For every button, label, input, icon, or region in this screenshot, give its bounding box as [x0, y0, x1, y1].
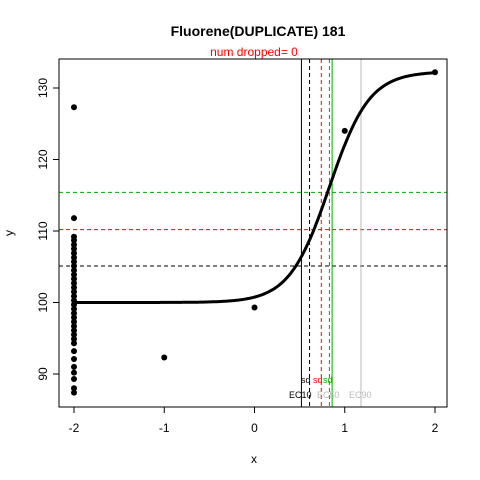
- data-point-28: [71, 348, 77, 355]
- chart-subtitle: num dropped= 0: [210, 45, 298, 59]
- data-point-4: [71, 241, 77, 248]
- data-point-0: [71, 104, 77, 111]
- data-point-16: [71, 293, 77, 300]
- data-point-26: [71, 335, 77, 342]
- x-tick-label-0: -2: [69, 421, 80, 435]
- vline-label-0: sd: [301, 375, 311, 385]
- data-point-19: [71, 305, 77, 312]
- x-tick-label-4: 2: [432, 421, 439, 435]
- data-point-38: [432, 69, 438, 76]
- chart-title: Fluorene(DUPLICATE) 181: [171, 23, 346, 39]
- axes: -2 -1 0 1 2 90 100 110 120 130: [36, 78, 439, 435]
- y-tick-label-1: 100: [36, 292, 50, 312]
- data-point-1: [71, 215, 77, 222]
- y-tick-label-2: 110: [36, 221, 50, 240]
- vline-label-2: sd: [323, 375, 333, 385]
- data-point-17: [71, 297, 77, 304]
- data-point-20: [71, 310, 77, 317]
- data-point-23: [71, 323, 77, 330]
- data-point-18: [71, 301, 77, 308]
- vline-label-4: EC50: [317, 390, 340, 400]
- data-point-34: [71, 389, 77, 396]
- data-point-10: [71, 267, 77, 274]
- data-point-33: [71, 385, 77, 392]
- fit-curve-layer: [74, 71, 436, 304]
- data-point-29: [71, 355, 77, 362]
- data-points: [71, 69, 438, 396]
- y-tick-label-3: 120: [36, 149, 50, 169]
- y-tick-label-0: 90: [36, 367, 50, 381]
- data-point-5: [71, 245, 77, 252]
- x-tick-label-3: 1: [341, 421, 348, 435]
- data-point-24: [71, 327, 77, 334]
- vline-label-1: sd: [313, 375, 323, 385]
- data-point-30: [71, 363, 77, 370]
- vline-label-5: EC90: [349, 390, 372, 400]
- data-point-8: [71, 258, 77, 265]
- x-tick-label-1: -1: [159, 421, 170, 435]
- vline-label-3: EC10: [289, 390, 312, 400]
- x-axis-label: x: [251, 452, 257, 466]
- data-point-27: [71, 340, 77, 347]
- data-point-36: [251, 304, 258, 311]
- data-point-37: [341, 127, 348, 134]
- fit-curve: [74, 71, 436, 304]
- x-tick-label-2: 0: [251, 421, 258, 435]
- data-point-3: [71, 237, 77, 244]
- data-point-9: [71, 263, 77, 270]
- data-point-12: [71, 275, 77, 282]
- data-point-6: [71, 250, 77, 257]
- data-point-15: [71, 288, 77, 295]
- data-point-14: [71, 284, 77, 291]
- reference-lines: [59, 59, 447, 407]
- data-point-31: [71, 369, 77, 376]
- data-point-32: [71, 376, 77, 383]
- data-point-21: [71, 314, 77, 321]
- data-point-13: [71, 280, 77, 287]
- y-axis-label: y: [2, 230, 16, 236]
- data-point-7: [71, 254, 77, 261]
- y-tick-label-4: 130: [36, 78, 50, 98]
- data-point-11: [71, 271, 77, 278]
- data-point-35: [161, 354, 168, 361]
- data-point-25: [71, 331, 77, 338]
- data-point-22: [71, 318, 77, 325]
